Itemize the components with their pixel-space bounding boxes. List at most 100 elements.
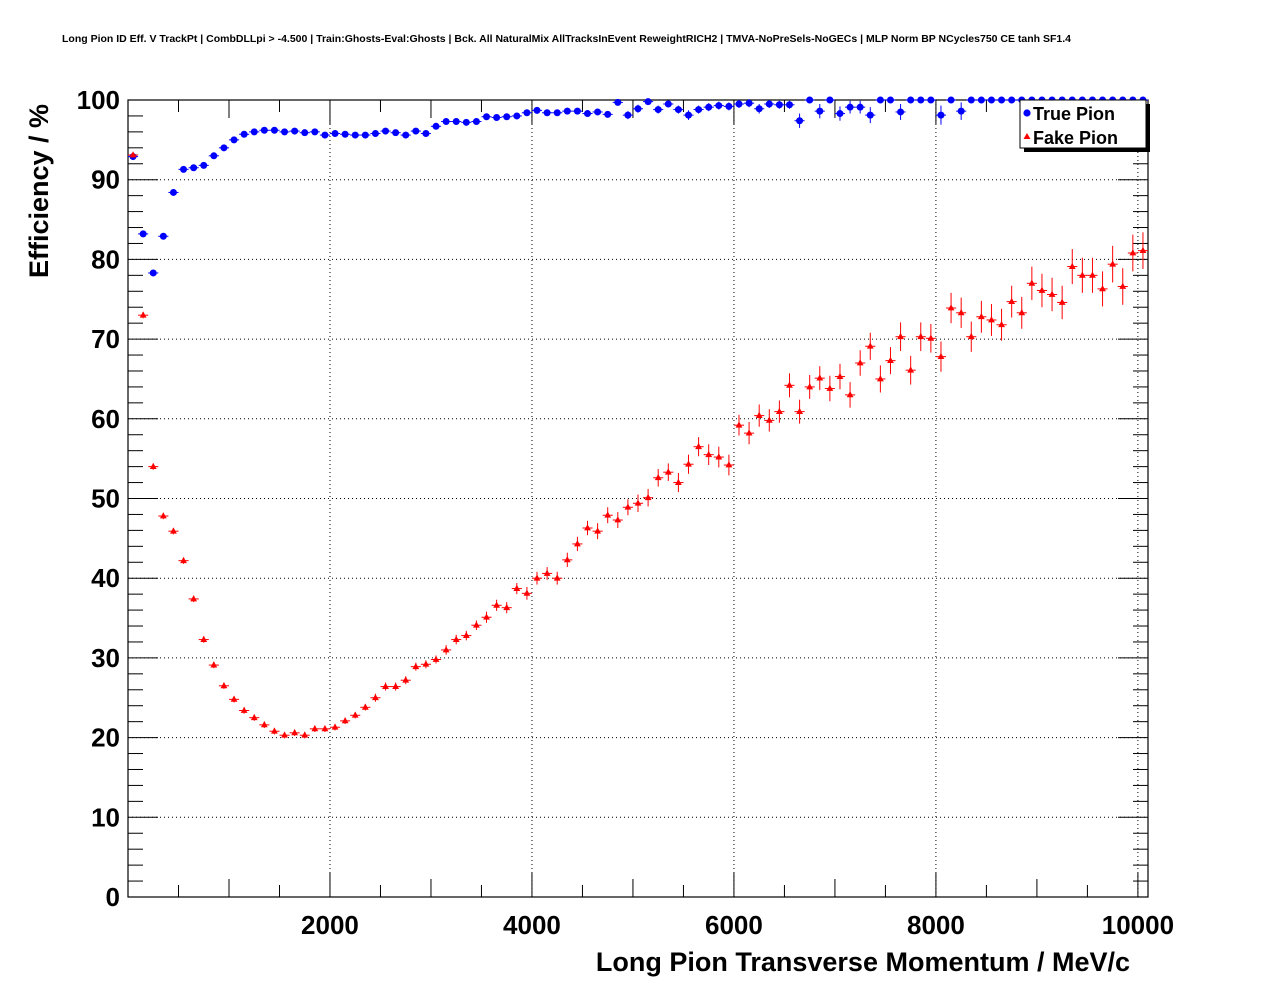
data-point bbox=[966, 321, 977, 352]
marker-triangle bbox=[614, 516, 622, 523]
data-point bbox=[875, 96, 886, 104]
marker-triangle bbox=[1048, 290, 1056, 297]
marker-triangle bbox=[927, 334, 935, 341]
data-point bbox=[764, 409, 775, 432]
data-point bbox=[754, 103, 765, 114]
marker-circle bbox=[402, 131, 410, 139]
data-point bbox=[309, 128, 320, 136]
marker-triangle bbox=[392, 682, 400, 689]
data-point bbox=[461, 630, 472, 641]
marker-circle bbox=[533, 106, 541, 114]
data-point bbox=[319, 131, 330, 139]
marker-circle bbox=[584, 110, 592, 118]
marker-triangle bbox=[442, 646, 450, 653]
marker-triangle bbox=[190, 595, 198, 602]
marker-triangle bbox=[998, 320, 1005, 328]
data-point bbox=[895, 322, 906, 352]
marker-circle bbox=[725, 102, 733, 110]
marker-triangle bbox=[705, 450, 713, 458]
data-point bbox=[794, 399, 805, 424]
marker-circle bbox=[594, 108, 602, 116]
data-point bbox=[572, 536, 583, 552]
axis-ticks: 0 10 20 30 40 50 60 70 80 90 100 2000 4000 6000 8000 10… bbox=[77, 85, 1174, 940]
data-point bbox=[380, 682, 391, 691]
marker-circle bbox=[937, 111, 945, 119]
data-point bbox=[845, 100, 856, 114]
marker-triangle bbox=[664, 468, 672, 475]
marker-circle bbox=[644, 98, 652, 106]
data-point bbox=[420, 129, 431, 137]
marker-triangle bbox=[250, 713, 258, 721]
data-point bbox=[370, 129, 381, 137]
marker-triangle bbox=[917, 332, 925, 340]
data-point bbox=[481, 611, 492, 623]
marker-circle bbox=[614, 98, 622, 106]
data-point bbox=[158, 232, 169, 240]
data-point bbox=[592, 108, 603, 116]
marker-circle bbox=[493, 114, 501, 122]
data-point bbox=[754, 404, 765, 427]
data-point bbox=[451, 118, 462, 126]
marker-circle bbox=[281, 128, 289, 136]
data-point bbox=[531, 106, 543, 114]
marker-circle bbox=[321, 131, 329, 139]
data-point bbox=[1036, 273, 1048, 308]
series-fake-pion bbox=[128, 151, 1148, 739]
marker-triangle bbox=[574, 540, 581, 547]
data-point bbox=[915, 96, 926, 104]
marker-triangle bbox=[775, 407, 783, 415]
y-tick-label: 0 bbox=[106, 882, 120, 912]
data-point bbox=[451, 634, 462, 645]
grid bbox=[128, 100, 1148, 897]
data-point bbox=[622, 499, 633, 516]
legend-label-fake-pion: Fake Pion bbox=[1033, 128, 1118, 148]
marker-triangle bbox=[725, 461, 733, 468]
data-point bbox=[461, 118, 472, 126]
data-point bbox=[198, 161, 209, 169]
marker-circle bbox=[240, 130, 248, 138]
data-point bbox=[703, 103, 714, 112]
data-point bbox=[602, 110, 613, 118]
x-axis-title: Long Pion Transverse Momentum / MeV/c bbox=[596, 947, 1130, 977]
data-point bbox=[693, 437, 704, 457]
y-tick-label: 40 bbox=[91, 563, 120, 593]
data-point bbox=[592, 523, 603, 540]
marker-triangle bbox=[473, 621, 480, 628]
marker-triangle bbox=[876, 375, 884, 382]
data-point bbox=[986, 96, 997, 104]
marker-triangle bbox=[1018, 308, 1026, 316]
legend-label-true-pion: True Pion bbox=[1033, 104, 1115, 124]
data-point bbox=[723, 102, 734, 111]
data-point bbox=[733, 100, 745, 108]
marker-triangle bbox=[372, 693, 379, 701]
data-point bbox=[249, 128, 260, 136]
data-point bbox=[935, 105, 947, 125]
data-point bbox=[218, 681, 229, 689]
data-point bbox=[370, 693, 381, 702]
marker-triangle bbox=[129, 151, 137, 158]
legend-box bbox=[1019, 99, 1147, 149]
marker-circle bbox=[139, 230, 147, 238]
marker-triangle bbox=[947, 304, 955, 311]
data-point bbox=[178, 165, 189, 173]
marker-triangle bbox=[866, 342, 874, 349]
marker-triangle bbox=[604, 511, 612, 518]
data-point bbox=[784, 100, 795, 109]
data-point bbox=[501, 602, 512, 614]
data-point bbox=[319, 725, 330, 733]
data-point bbox=[632, 494, 644, 513]
marker-triangle bbox=[260, 721, 268, 728]
marker-circle bbox=[907, 96, 915, 104]
marker-triangle bbox=[957, 308, 965, 316]
marker-triangle bbox=[735, 421, 743, 428]
marker-triangle bbox=[674, 478, 682, 485]
data-point bbox=[340, 717, 351, 725]
data-point bbox=[1117, 268, 1128, 305]
marker-triangle bbox=[523, 589, 531, 596]
data-point bbox=[360, 703, 371, 711]
data-point bbox=[744, 421, 755, 445]
marker-circle bbox=[755, 105, 763, 113]
data-point bbox=[340, 130, 351, 138]
data-point bbox=[925, 96, 936, 104]
data-point bbox=[996, 308, 1007, 341]
